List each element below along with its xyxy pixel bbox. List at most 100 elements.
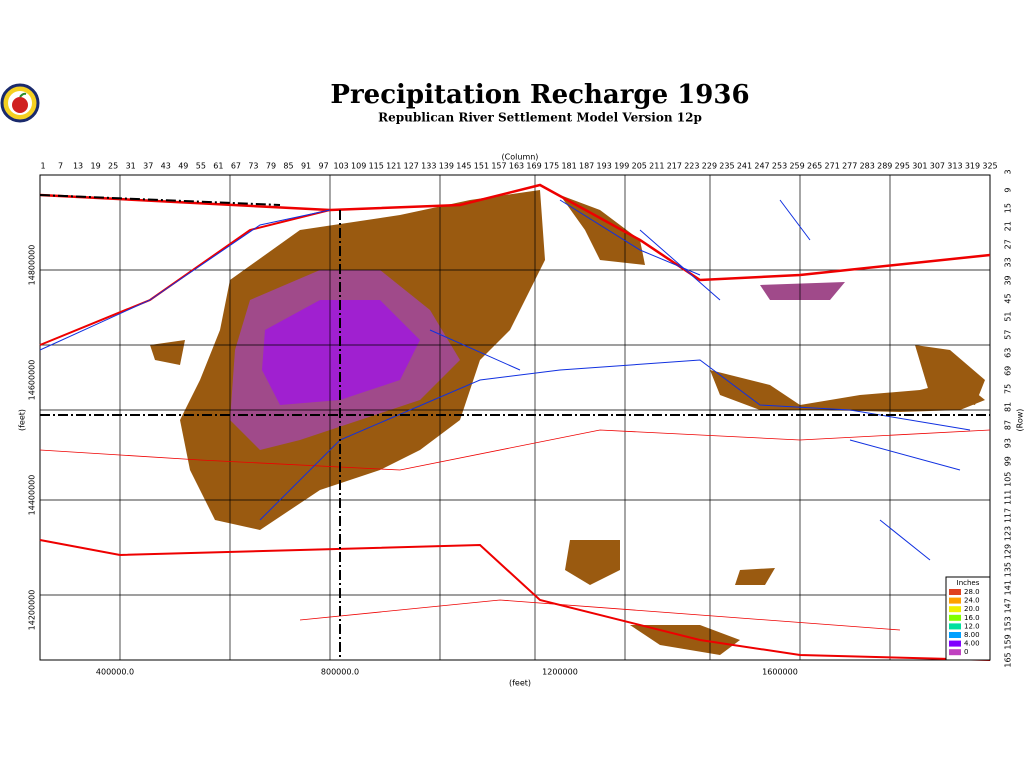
row-tick: 147	[1004, 598, 1013, 613]
legend-label: 12.0	[964, 622, 980, 630]
legend-label: 24.0	[964, 597, 980, 605]
y-label: (feet)	[18, 409, 27, 431]
column-tick: 55	[196, 162, 206, 171]
legend-label: 0	[964, 648, 968, 656]
legend-swatch	[949, 649, 961, 655]
row-tick: 57	[1004, 330, 1013, 340]
column-tick: 187	[579, 162, 594, 171]
legend-label: 8.00	[964, 631, 980, 639]
column-tick: 253	[772, 162, 787, 171]
row-tick: 111	[1004, 490, 1013, 505]
column-tick: 307	[930, 162, 945, 171]
column-tick: 79	[266, 162, 276, 171]
column-tick: 91	[301, 162, 311, 171]
column-tick: 199	[614, 162, 629, 171]
row-tick: 21	[1004, 221, 1013, 231]
row-tick: 33	[1004, 257, 1013, 267]
column-tick: 151	[474, 162, 489, 171]
column-tick: 313	[947, 162, 962, 171]
legend-label: 20.0	[964, 605, 980, 613]
column-tick: 181	[561, 162, 576, 171]
row-tick: 129	[1004, 544, 1013, 559]
column-tick: 325	[982, 162, 997, 171]
column-tick: 205	[632, 162, 647, 171]
legend-label: 28.0	[964, 588, 980, 596]
column-tick: 289	[877, 162, 892, 171]
x-tick: 400000.0	[96, 668, 134, 677]
row-tick: 87	[1004, 420, 1013, 430]
column-tick: 103	[333, 162, 348, 171]
column-tick: 229	[702, 162, 717, 171]
row-tick: 153	[1004, 616, 1013, 631]
column-tick: 1	[40, 162, 45, 171]
column-label: (Column)	[502, 153, 539, 162]
column-tick: 217	[667, 162, 682, 171]
column-tick: 259	[789, 162, 804, 171]
column-tick: 169	[526, 162, 541, 171]
column-tick: 37	[143, 162, 153, 171]
row-tick: 141	[1004, 580, 1013, 595]
column-tick: 121	[386, 162, 401, 171]
row-tick: 69	[1004, 366, 1013, 376]
row-tick: 27	[1004, 239, 1013, 249]
row-tick: 9	[1004, 188, 1013, 193]
column-tick: 43	[161, 162, 171, 171]
row-tick: 105	[1004, 472, 1013, 487]
column-tick: 61	[213, 162, 223, 171]
row-tick: 81	[1004, 402, 1013, 412]
y-tick: 14200000	[28, 590, 37, 631]
column-tick: 265	[807, 162, 822, 171]
column-tick: 271	[825, 162, 840, 171]
row-label: (Row)	[1016, 409, 1024, 432]
column-tick: 139	[439, 162, 454, 171]
column-tick: 241	[737, 162, 752, 171]
column-tick: 145	[456, 162, 471, 171]
column-tick: 301	[912, 162, 927, 171]
x-tick: 1200000	[542, 668, 578, 677]
column-tick: 319	[965, 162, 980, 171]
column-tick: 31	[126, 162, 136, 171]
legend-title: Inches	[957, 579, 980, 587]
column-tick: 67	[231, 162, 241, 171]
column-tick: 133	[421, 162, 436, 171]
logo	[2, 85, 38, 121]
column-tick: 175	[544, 162, 559, 171]
y-tick: 14600000	[28, 360, 37, 401]
column-tick: 277	[842, 162, 857, 171]
column-tick: 109	[351, 162, 366, 171]
row-tick: 39	[1004, 275, 1013, 285]
x-label: (feet)	[509, 679, 531, 688]
column-tick: 235	[719, 162, 734, 171]
row-tick: 117	[1004, 508, 1013, 523]
column-tick: 73	[248, 162, 258, 171]
column-tick: 127	[404, 162, 419, 171]
y-tick: 14800000	[28, 245, 37, 286]
row-tick: 15	[1004, 203, 1013, 213]
row-tick: 63	[1004, 348, 1013, 358]
column-tick: 49	[178, 162, 188, 171]
column-tick: 25	[108, 162, 118, 171]
y-tick: 14400000	[28, 475, 37, 516]
x-tick: 1600000	[762, 668, 798, 677]
legend-swatch	[949, 606, 961, 612]
column-tick: 115	[369, 162, 384, 171]
row-tick: 135	[1004, 562, 1013, 577]
legend-swatch	[949, 589, 961, 595]
legend-label: 4.00	[964, 640, 980, 648]
row-tick: 99	[1004, 456, 1013, 466]
legend-swatch	[949, 632, 961, 638]
row-tick: 165	[1004, 652, 1013, 667]
row-tick: 3	[1004, 169, 1013, 174]
row-tick: 123	[1004, 526, 1013, 541]
column-tick: 295	[895, 162, 910, 171]
title: Precipitation Recharge 1936	[330, 80, 749, 110]
column-tick: 211	[649, 162, 664, 171]
column-tick: 163	[509, 162, 524, 171]
row-tick: 45	[1004, 293, 1013, 303]
row-tick: 51	[1004, 311, 1013, 321]
legend-swatch	[949, 623, 961, 629]
column-tick: 97	[318, 162, 328, 171]
column-tick: 13	[73, 162, 83, 171]
column-tick: 283	[860, 162, 875, 171]
